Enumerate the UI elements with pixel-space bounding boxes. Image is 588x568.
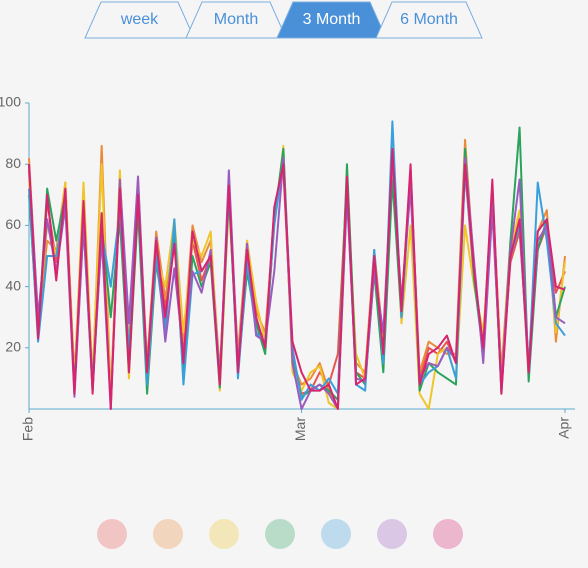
y-tick-label: 40	[5, 277, 21, 293]
tab-label[interactable]: week	[120, 11, 159, 28]
x-tick-label: Mar	[292, 417, 308, 441]
tab-label[interactable]: 3 Month	[303, 11, 361, 28]
legend-swatch[interactable]	[377, 519, 407, 549]
y-tick-label: 80	[5, 155, 21, 171]
y-tick-label: 20	[5, 339, 21, 355]
tab[interactable]	[84, 1, 195, 39]
tab-label[interactable]: Month	[214, 11, 258, 28]
y-tick-label: 60	[5, 216, 21, 232]
legend-swatch[interactable]	[321, 519, 351, 549]
tab[interactable]	[185, 1, 287, 39]
x-tick-label: Feb	[20, 417, 36, 441]
legend-swatch[interactable]	[265, 519, 295, 549]
tab-label[interactable]: 6 Month	[400, 11, 458, 28]
tab[interactable]	[375, 1, 483, 39]
x-tick-label: Apr	[556, 417, 572, 439]
series-line	[28, 147, 566, 410]
tab[interactable]	[276, 1, 387, 39]
legend-swatch[interactable]	[433, 519, 463, 549]
legend-swatch[interactable]	[97, 519, 127, 549]
legend-swatch[interactable]	[153, 519, 183, 549]
legend-swatch[interactable]	[209, 519, 239, 549]
y-tick-label: 100	[0, 94, 21, 110]
